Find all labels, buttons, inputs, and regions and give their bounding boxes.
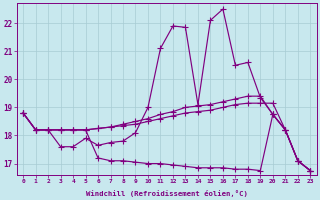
X-axis label: Windchill (Refroidissement éolien,°C): Windchill (Refroidissement éolien,°C) (86, 190, 248, 197)
